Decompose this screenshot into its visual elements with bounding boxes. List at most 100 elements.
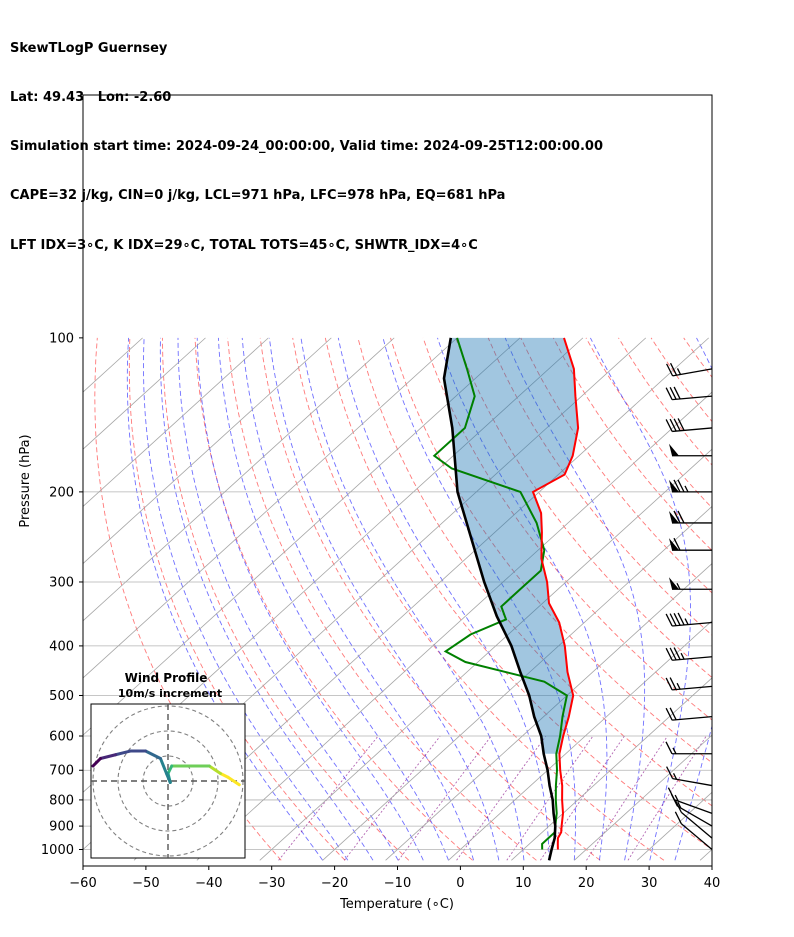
barb-full (665, 647, 673, 661)
isotherm-line (83, 337, 332, 565)
barb-full (673, 386, 681, 400)
barb-full (665, 707, 673, 721)
barb-half (684, 618, 689, 625)
barb-full (674, 811, 682, 825)
barb-flag (669, 538, 679, 551)
y-tick-label: 800 (49, 793, 74, 808)
isotherm-line (259, 448, 712, 861)
x-tick-label: −10 (384, 876, 411, 891)
moist-adiabat-line (504, 337, 646, 861)
barb-full (677, 510, 685, 524)
moist-adiabat-line (143, 337, 349, 861)
hodograph-trace (91, 757, 102, 768)
isotherm-line (0, 338, 80, 860)
moist-adiabat-line (196, 337, 424, 861)
hodograph-plot (91, 704, 245, 858)
wind-barb (666, 766, 713, 787)
dewpoint-line (432, 337, 569, 850)
barb-flag (669, 510, 679, 523)
isotherm-line (763, 338, 794, 860)
isotherm-line (511, 677, 712, 861)
hodograph-trace (226, 775, 241, 787)
barb-full (665, 613, 673, 627)
mixing-ratio-line (627, 735, 707, 861)
barb-full (669, 387, 677, 400)
x-axis: −60 −50 −40 −30 −20 −10 0 10 20 30 40 (69, 866, 720, 891)
barb-shaft (672, 716, 713, 721)
barb-full (665, 677, 673, 691)
wind-barb (666, 362, 713, 377)
cape-line: CAPE=32 j/kg, CIN=0 j/kg, LCL=971 hPa, L… (10, 188, 506, 204)
x-tick-label: 0 (456, 876, 464, 891)
isotherm-line (385, 563, 712, 861)
isotherm-line (699, 848, 712, 861)
hodograph: Wind Profile 10m/s increment (90, 671, 246, 859)
y-tick-label: 900 (49, 820, 74, 835)
barb-flag (669, 577, 679, 590)
location-line: Lat: 49.43 Lon: -2.60 (10, 90, 172, 106)
barb-full (669, 677, 677, 690)
isotherm-line (196, 391, 712, 861)
chart-header: SkewTLogP Guernsey Lat: 49.43 Lon: -2.60… (10, 8, 603, 270)
barb-half (672, 747, 677, 755)
dry-adiabat-line (683, 337, 712, 378)
wind-barb (665, 418, 713, 433)
isotherm-line (83, 337, 458, 679)
y-tick-label: 500 (49, 689, 74, 704)
barb-shaft (672, 395, 713, 401)
wind-barb (669, 479, 712, 493)
x-tick-label: −40 (195, 876, 222, 891)
time-line: Simulation start time: 2024-09-24_00:00:… (10, 139, 603, 155)
barb-full (669, 418, 677, 432)
mixing-ratio-line (344, 735, 441, 861)
wind-barbs (665, 362, 713, 850)
isotherm-line (83, 337, 395, 622)
x-tick-label: 40 (704, 876, 721, 891)
mixing-ratio-line (456, 735, 547, 861)
barb-full (673, 612, 681, 626)
isotherm-line (448, 620, 712, 861)
barb-full (673, 479, 681, 493)
barb-shaft (672, 368, 713, 377)
barb-half (680, 652, 685, 660)
barb-shaft (674, 799, 713, 814)
mixing-ratio-line (540, 735, 625, 861)
y-tick-label: 1000 (41, 843, 74, 858)
parcel-line (442, 337, 557, 861)
barb-full (665, 741, 673, 755)
moist-adiabat-line (590, 337, 691, 861)
barb-half (676, 368, 682, 375)
y-tick-label: 100 (49, 331, 74, 346)
mixing-ratio-line (586, 735, 668, 861)
barb-full (669, 613, 677, 626)
x-tick-label: −20 (321, 876, 348, 891)
moist-adiabat-line (268, 337, 500, 861)
mixing-ratio-line (398, 735, 492, 861)
moist-adiabat-line (217, 337, 449, 861)
cape-area (444, 337, 579, 754)
isotherm-line (83, 337, 206, 450)
barb-shaft (672, 621, 713, 627)
barb-shaft (672, 777, 713, 787)
hodograph-trace (159, 757, 168, 775)
wind-barb (665, 386, 713, 401)
x-tick-label: −30 (258, 876, 285, 891)
barb-full (666, 766, 674, 779)
temperature-line (531, 337, 580, 850)
isobars (83, 491, 712, 850)
barb-half (674, 794, 679, 802)
barb-shaft (677, 805, 713, 827)
barb-shaft (672, 656, 713, 661)
wind-barb (669, 510, 712, 524)
barb-full (673, 510, 681, 524)
wind-barb (665, 677, 713, 691)
mixing-ratio-lines (278, 735, 707, 861)
moist-adiabat-line (382, 337, 576, 861)
dry-adiabat-line (749, 338, 794, 860)
hodograph-title: Wind Profile (125, 671, 208, 685)
wind-barb (674, 811, 713, 850)
moist-adiabat-line (159, 337, 374, 861)
y-axis: 1000 900 800 700 600 500 400 300 200 100 (41, 331, 83, 858)
isotherm-line (574, 734, 712, 861)
y-tick-label: 700 (49, 764, 74, 779)
